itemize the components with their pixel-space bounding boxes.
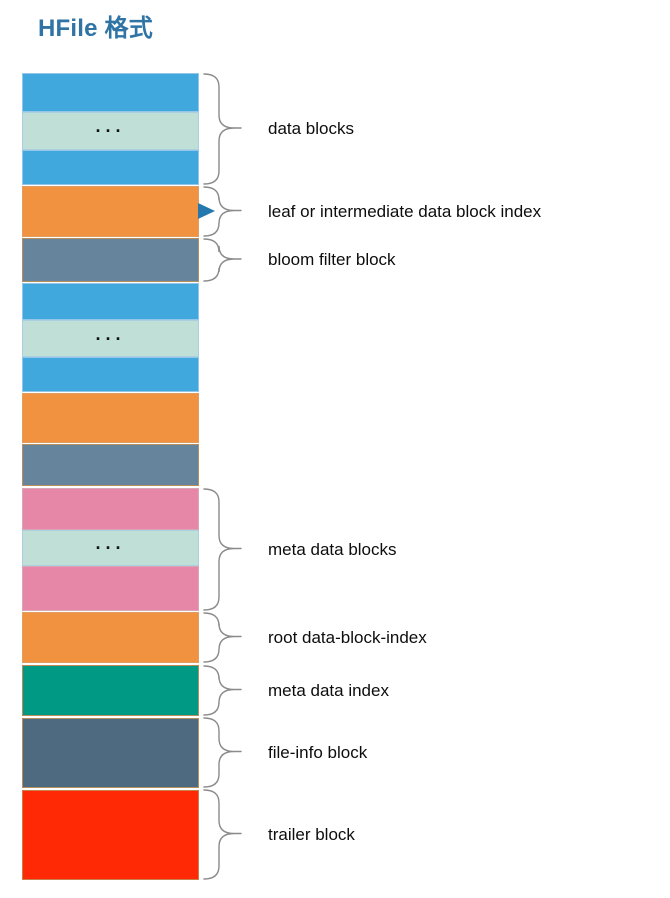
meta-data-block (22, 566, 199, 611)
brace-icon (203, 488, 242, 611)
brace-icon (203, 717, 242, 788)
brace-icon (203, 238, 242, 282)
data-block (22, 150, 199, 185)
leaf-index-block (22, 186, 199, 237)
file-info-block (22, 718, 199, 788)
trailer-block (22, 790, 199, 880)
label-meta-data-blocks: meta data blocks (268, 539, 397, 559)
data-block-ellipsis: ... (22, 320, 199, 357)
brace-icon (203, 186, 242, 237)
label-file-info-block: file-info block (268, 742, 368, 762)
meta-data-block (22, 488, 199, 530)
brace-icon (203, 665, 242, 716)
data-block (22, 73, 199, 112)
meta-data-block-ellipsis: ... (22, 530, 199, 566)
leaf-index-block (22, 393, 199, 443)
label-leaf-or-intermediate-data-block-index: leaf or intermediate data block index (268, 201, 542, 221)
brace-icon (203, 789, 242, 880)
brace-icon (203, 73, 242, 185)
bloom-filter-block (22, 238, 199, 282)
label-data-blocks: data blocks (268, 119, 354, 138)
label-bloom-filter-block: bloom filter block (268, 250, 396, 269)
ellipsis-label: ... (95, 533, 126, 553)
label-meta-data-index: meta data index (268, 680, 389, 700)
data-block (22, 357, 199, 392)
page-title: HFile 格式 (38, 15, 153, 42)
ellipsis-label: ... (95, 116, 126, 136)
label-root-data-block-index: root data-block-index (268, 627, 427, 647)
root-data-block-index (22, 612, 199, 663)
bloom-filter-block (22, 444, 199, 486)
data-block (22, 283, 199, 320)
label-trailer-block: trailer block (268, 824, 355, 844)
brace-icon (203, 612, 242, 663)
arrow-right-icon (198, 203, 215, 219)
data-block-ellipsis: ... (22, 112, 199, 150)
meta-data-index-block (22, 665, 199, 716)
ellipsis-label: ... (95, 323, 126, 344)
